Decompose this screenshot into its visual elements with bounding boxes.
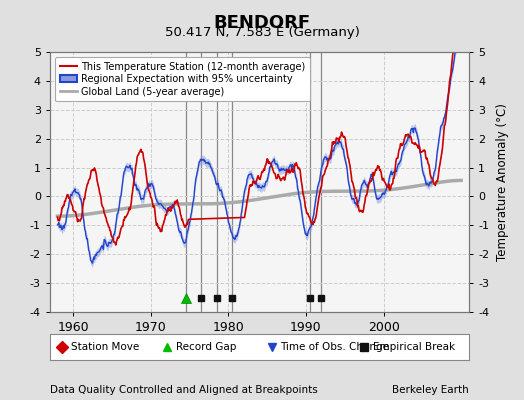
Text: Record Gap: Record Gap — [176, 342, 236, 352]
Text: Berkeley Earth: Berkeley Earth — [392, 385, 469, 395]
Text: Data Quality Controlled and Aligned at Breakpoints: Data Quality Controlled and Aligned at B… — [50, 385, 318, 395]
Text: BENDORF: BENDORF — [213, 14, 311, 32]
Text: Empirical Break: Empirical Break — [373, 342, 455, 352]
Text: 50.417 N, 7.583 E (Germany): 50.417 N, 7.583 E (Germany) — [165, 26, 359, 39]
Y-axis label: Temperature Anomaly (°C): Temperature Anomaly (°C) — [496, 103, 509, 261]
Text: Time of Obs. Change: Time of Obs. Change — [280, 342, 389, 352]
Legend: This Temperature Station (12-month average), Regional Expectation with 95% uncer: This Temperature Station (12-month avera… — [54, 57, 310, 102]
Text: Station Move: Station Move — [71, 342, 139, 352]
